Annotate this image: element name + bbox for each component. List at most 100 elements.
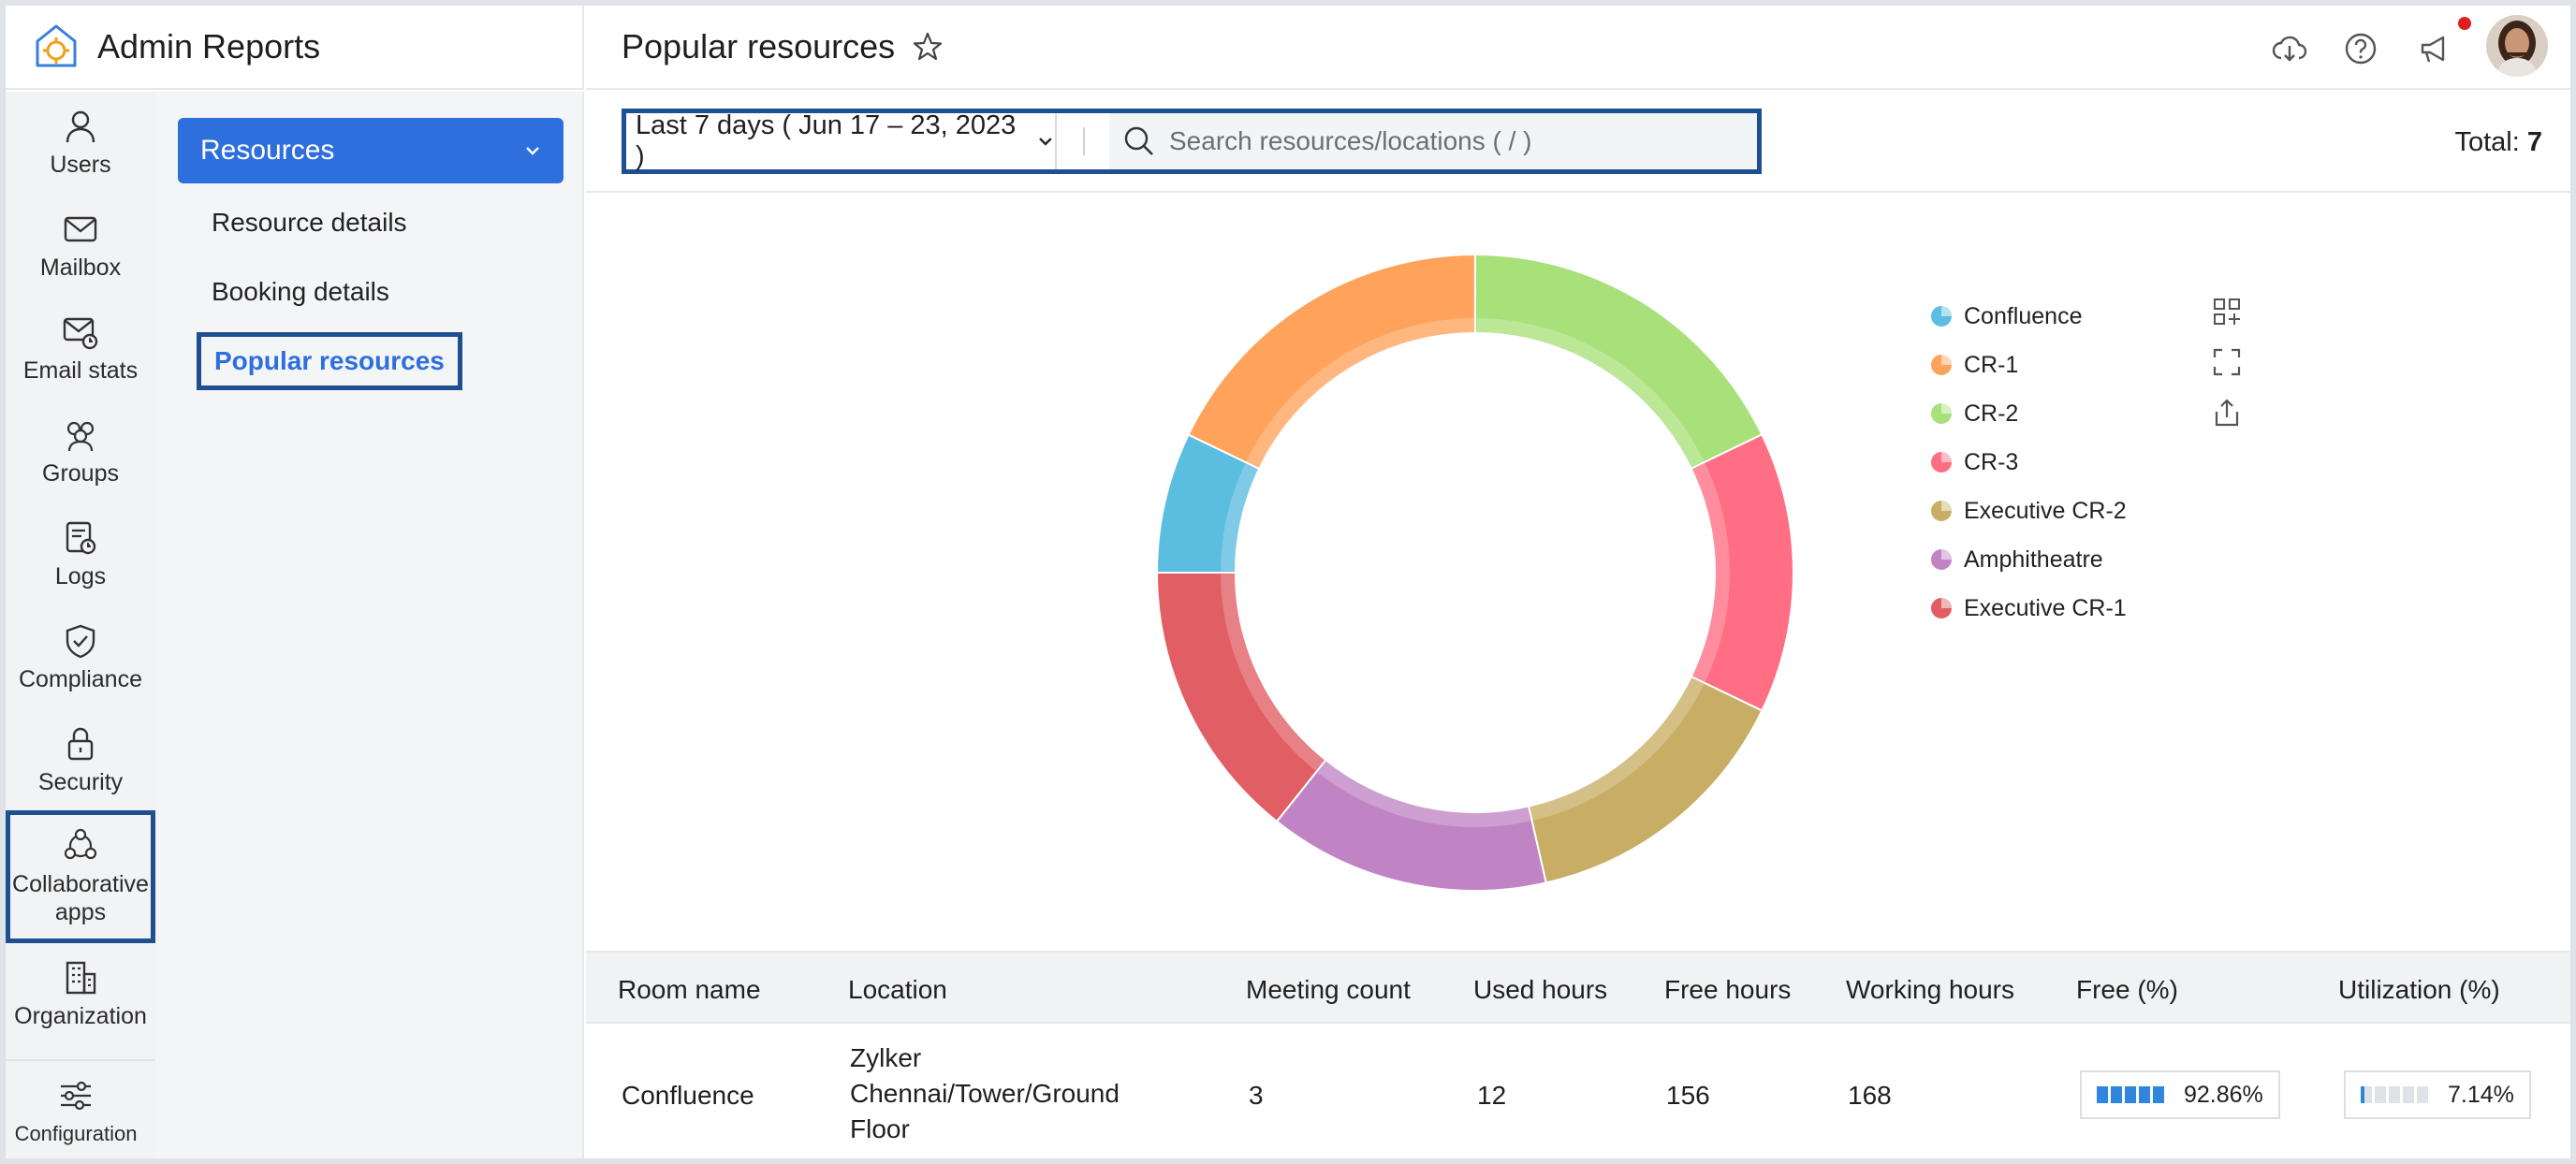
add-widget-icon[interactable]: [2211, 296, 2243, 327]
rail-item-label: Configuration: [14, 1122, 138, 1145]
meter-segment: [2389, 1086, 2400, 1103]
donut-slice-inner-band: [1221, 463, 1259, 572]
cell-location: Zylker Chennai/Tower/Ground Floor: [850, 1040, 1120, 1147]
pie-swatch-icon: [1931, 306, 1952, 327]
email-stats-icon: [63, 317, 98, 350]
rail-item-mailbox[interactable]: Mailbox: [6, 195, 155, 298]
search-box: [1109, 113, 1757, 169]
reports-subnav: Resources Resource details Booking detai…: [155, 92, 584, 1158]
total-value: 7: [2526, 127, 2542, 157]
rail-item-label: Groups: [42, 460, 119, 487]
cell-location-line: Zylker: [850, 1043, 922, 1072]
rail-item-configuration[interactable]: Configuration: [6, 1061, 146, 1158]
subnav-item-resource-details[interactable]: Resource details: [212, 208, 407, 237]
page-title: Popular resources: [622, 27, 896, 65]
table-row[interactable]: Confluence Zylker Chennai/Tower/Ground F…: [586, 1024, 2570, 1158]
utilization-pct-value: 7.14%: [2448, 1081, 2514, 1108]
pie-swatch-icon: [1931, 549, 1952, 570]
shield-check-icon: [66, 624, 95, 659]
donut-slice-inner-band: [1246, 318, 1474, 468]
meter-segment: [2139, 1086, 2150, 1103]
user-avatar[interactable]: [2486, 15, 2548, 77]
rail-item-collaborative-apps[interactable]: Collaborative apps: [6, 810, 155, 943]
logs-icon: [66, 521, 96, 555]
announcement-icon[interactable]: [2417, 30, 2454, 67]
meter-segment: [2111, 1086, 2122, 1103]
main-nav-rail: Users Mailbox Email stats Groups Logs Co…: [6, 92, 155, 1158]
date-range-dropdown[interactable]: Last 7 days ( Jun 17 – 23, 2023 ): [626, 110, 1057, 171]
rail-item-label: Organization: [14, 1003, 147, 1029]
free-pct-meter: 92.86%: [2080, 1070, 2280, 1119]
search-input[interactable]: [1169, 126, 1731, 156]
subnav-item-booking-details[interactable]: Booking details: [212, 277, 389, 306]
column-header-meeting-count[interactable]: Meeting count: [1246, 975, 1411, 1004]
chart-panel: Confluence CR-1 CR-2 CR-3 Executive CR-2…: [586, 195, 2570, 951]
legend-item[interactable]: Amphitheatre: [1930, 535, 2127, 584]
column-header-utilization-pct[interactable]: Utilization (%): [2338, 975, 2500, 1004]
table-header: Room name Location Meeting count Used ho…: [586, 951, 2570, 1024]
star-icon[interactable]: [912, 31, 944, 63]
donut-slice-cr-2[interactable]: [1473, 253, 1764, 471]
cell-used-hours: 12: [1477, 1081, 1507, 1110]
share-icon[interactable]: [2211, 397, 2243, 429]
column-header-used-hours[interactable]: Used hours: [1473, 975, 1608, 1004]
rail-item-compliance[interactable]: Compliance: [6, 606, 155, 709]
rail-item-email-stats[interactable]: Email stats: [6, 298, 155, 400]
legend-item[interactable]: Executive CR-2: [1930, 487, 2127, 535]
donut-slice-executive-cr-2[interactable]: [1527, 675, 1764, 884]
subnav-item-popular-resources[interactable]: Popular resources: [197, 332, 462, 390]
donut-slice-executive-cr-1[interactable]: [1155, 572, 1327, 823]
meter-segment: [2097, 1086, 2108, 1103]
legend-label: Executive CR-2: [1964, 497, 2127, 524]
filter-bar: Last 7 days ( Jun 17 – 23, 2023 ) Total:…: [586, 92, 2570, 193]
legend-label: Executive CR-1: [1964, 594, 2127, 621]
app-window: Admin Reports Users Mailbox Email stats …: [6, 6, 2570, 1158]
legend-item[interactable]: CR-3: [1930, 438, 2127, 487]
donut-slice-amphitheatre[interactable]: [1275, 758, 1547, 893]
user-icon: [66, 110, 95, 143]
chevron-down-icon: [526, 147, 539, 155]
chevron-down-icon: [1039, 138, 1052, 146]
legend-item[interactable]: CR-2: [1930, 389, 2127, 438]
lock-icon: [67, 727, 94, 761]
cloud-download-icon[interactable]: [2271, 30, 2308, 67]
column-header-location[interactable]: Location: [848, 975, 947, 1004]
notification-badge: [2458, 17, 2471, 30]
legend-label: CR-2: [1964, 400, 2019, 427]
column-header-room-name[interactable]: Room name: [618, 975, 761, 1004]
rail-item-label: Collaborative apps: [12, 871, 149, 925]
cell-free-hours: 156: [1666, 1081, 1710, 1110]
rail-item-security[interactable]: Security: [6, 709, 155, 812]
resources-group-toggle[interactable]: Resources: [178, 118, 564, 183]
sliders-icon: [61, 1081, 91, 1111]
meter-segment: [2403, 1086, 2414, 1103]
cell-room-name: Confluence: [622, 1081, 754, 1110]
pie-swatch-icon: [1931, 355, 1952, 375]
search-icon: [1124, 126, 1153, 155]
column-header-free-pct[interactable]: Free (%): [2076, 975, 2178, 1004]
legend-item[interactable]: Confluence: [1930, 292, 2127, 341]
help-icon[interactable]: [2342, 30, 2379, 67]
pie-swatch-icon: [1931, 598, 1952, 618]
building-icon: [66, 961, 96, 995]
cell-location-line: Floor: [850, 1114, 910, 1143]
meter-segment: [2417, 1086, 2428, 1103]
legend-item[interactable]: CR-1: [1930, 341, 2127, 389]
chart-legend: Confluence CR-1 CR-2 CR-3 Executive CR-2…: [1930, 292, 2127, 633]
app-brand: Admin Reports: [6, 6, 584, 90]
pie-swatch-icon: [1931, 501, 1952, 521]
legend-item[interactable]: Executive CR-1: [1930, 584, 2127, 633]
meter-segment: [2361, 1086, 2372, 1103]
meter-segment: [2125, 1086, 2136, 1103]
page-header: Popular resources: [586, 6, 2570, 90]
rail-item-users[interactable]: Users: [6, 92, 155, 195]
rail-item-logs[interactable]: Logs: [6, 503, 155, 606]
rail-item-groups[interactable]: Groups: [6, 400, 155, 503]
column-header-free-hours[interactable]: Free hours: [1664, 975, 1792, 1004]
meter-segment: [2153, 1086, 2164, 1103]
column-header-working-hours[interactable]: Working hours: [1846, 975, 2015, 1004]
donut-slice-inner-band: [1530, 677, 1705, 821]
rail-item-organization[interactable]: Organization: [6, 943, 155, 1046]
donut-slice-cr-1[interactable]: [1187, 253, 1476, 471]
fullscreen-icon[interactable]: [2211, 346, 2243, 378]
